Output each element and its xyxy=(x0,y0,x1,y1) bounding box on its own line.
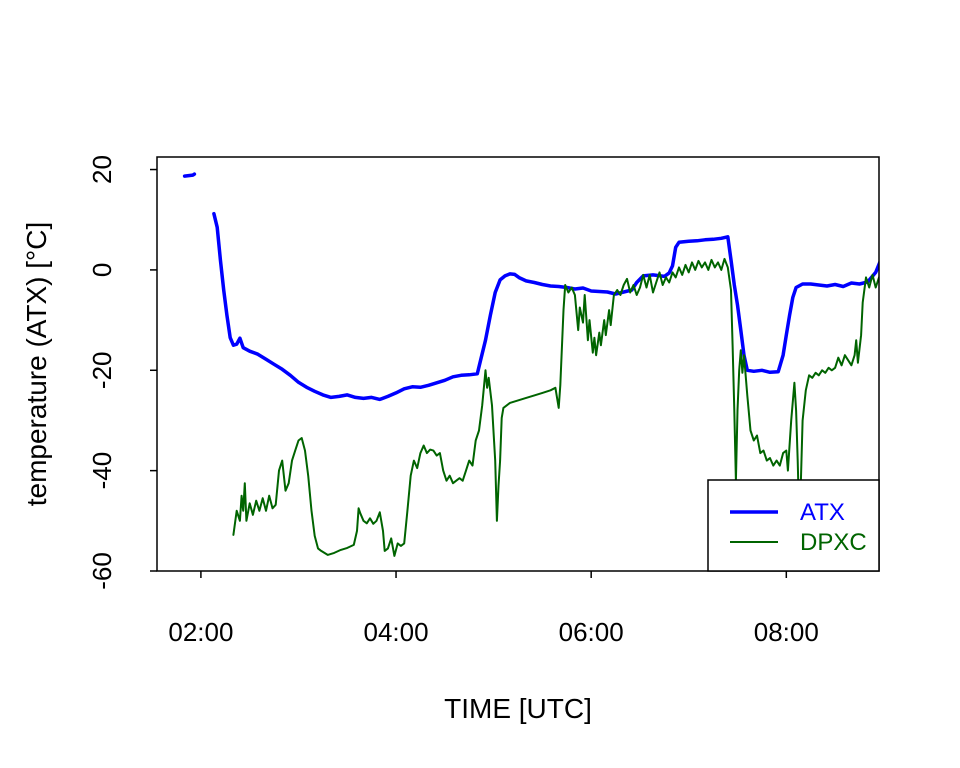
y-tick-label: -40 xyxy=(87,452,117,490)
x-tick-label: 08:00 xyxy=(754,617,819,647)
y-tick-label: -60 xyxy=(87,552,117,590)
legend-box xyxy=(707,479,880,572)
y-tick-label: 0 xyxy=(87,263,117,277)
x-tick-label: 06:00 xyxy=(559,617,624,647)
y-tick-label: 20 xyxy=(87,155,117,184)
x-tick-label: 02:00 xyxy=(168,617,233,647)
y-axis-title: temperature (ATX) [°C] xyxy=(21,222,52,507)
legend: ATX DPXC xyxy=(707,479,880,572)
y-axis: -60 -40 -20 0 20 xyxy=(87,155,157,590)
legend-label-atx: ATX xyxy=(800,499,845,526)
plot-frame xyxy=(156,156,880,572)
series-line-dpxc-1 xyxy=(232,257,879,557)
x-axis: 02:00 04:00 06:00 08:00 xyxy=(168,571,819,647)
series-line-atx-1 xyxy=(182,172,197,178)
x-tick-label: 04:00 xyxy=(364,617,429,647)
legend-label-dpxc: DPXC xyxy=(800,529,867,556)
series-line-atx-2 xyxy=(212,211,879,402)
series-layer xyxy=(182,172,879,557)
y-tick-label: -20 xyxy=(87,352,117,390)
x-axis-title: TIME [UTC] xyxy=(444,693,592,724)
